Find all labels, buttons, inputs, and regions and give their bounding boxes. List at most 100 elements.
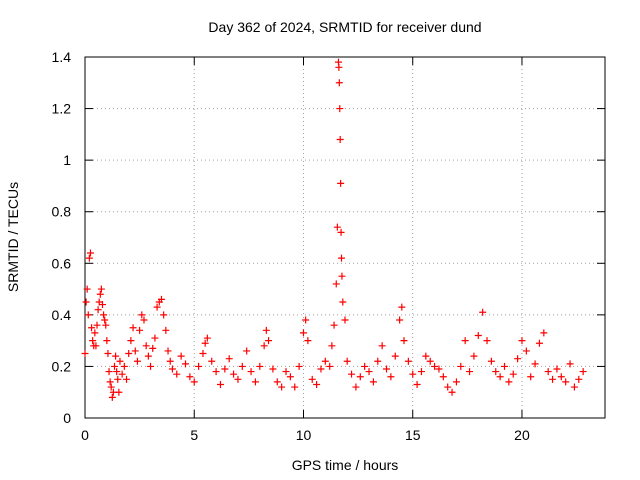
data-point — [120, 362, 128, 370]
x-tick-label: 15 — [405, 427, 421, 443]
data-point — [483, 337, 491, 345]
y-tick-label: 0.4 — [52, 307, 72, 323]
data-point — [108, 393, 116, 401]
data-point — [96, 290, 104, 298]
y-tick-label: 0.2 — [52, 358, 72, 374]
data-point — [149, 344, 157, 352]
y-tick-label: 0.6 — [52, 255, 72, 271]
data-point — [103, 337, 111, 345]
data-point — [247, 368, 255, 376]
data-point — [413, 380, 421, 388]
data-point — [195, 362, 203, 370]
data-point — [212, 368, 220, 376]
data-point — [151, 334, 159, 342]
data-point — [177, 352, 185, 360]
data-point — [365, 368, 373, 376]
data-point — [348, 370, 356, 378]
data-point — [221, 365, 229, 373]
data-point — [514, 355, 522, 363]
data-point — [398, 303, 406, 311]
data-point — [129, 324, 137, 332]
data-point — [106, 378, 114, 386]
data-point — [203, 334, 211, 342]
data-point — [452, 378, 460, 386]
data-point — [91, 329, 99, 337]
y-axis-label: SRMTID / TECUs — [5, 182, 21, 292]
data-point — [208, 357, 216, 365]
data-point — [313, 380, 321, 388]
data-point — [113, 368, 121, 376]
data-point — [466, 368, 474, 376]
data-point — [94, 306, 102, 314]
data-point — [114, 375, 122, 383]
data-point — [496, 373, 504, 381]
data-point — [461, 337, 469, 345]
data-point — [317, 365, 325, 373]
data-point — [335, 79, 343, 87]
data-point — [299, 329, 307, 337]
data-point — [140, 316, 148, 324]
data-point — [404, 357, 412, 365]
data-point — [190, 378, 198, 386]
y-tick-label: 1.4 — [52, 49, 72, 65]
data-point — [535, 339, 543, 347]
data-point — [431, 362, 439, 370]
data-point — [147, 362, 155, 370]
data-point — [186, 373, 194, 381]
data-point — [84, 311, 92, 319]
data-point — [164, 347, 172, 355]
data-point — [439, 373, 447, 381]
data-point — [492, 368, 500, 376]
data-point — [123, 375, 131, 383]
y-tick-label: 0.8 — [52, 204, 72, 220]
data-point — [116, 357, 124, 365]
data-point — [173, 370, 181, 378]
data-point — [142, 342, 150, 350]
data-point — [426, 357, 434, 365]
data-point — [570, 383, 578, 391]
data-point — [400, 337, 408, 345]
data-point — [85, 254, 93, 262]
data-point — [500, 362, 508, 370]
data-point — [553, 365, 561, 373]
data-point — [104, 350, 112, 358]
data-point — [341, 316, 349, 324]
data-point — [338, 272, 346, 280]
plot-frame — [84, 56, 606, 419]
data-point — [243, 347, 251, 355]
y-tick-label: 1 — [63, 152, 71, 168]
data-point — [531, 360, 539, 368]
data-point — [332, 280, 340, 288]
data-point — [230, 370, 238, 378]
data-point — [225, 355, 233, 363]
data-point — [330, 321, 338, 329]
data-point — [286, 373, 294, 381]
data-point — [182, 360, 190, 368]
data-point — [333, 223, 341, 231]
data-point — [153, 303, 161, 311]
data-point — [396, 316, 404, 324]
data-point — [343, 357, 351, 365]
data-point — [238, 362, 246, 370]
data-point — [374, 357, 382, 365]
data-point — [378, 342, 386, 350]
data-point — [166, 357, 174, 365]
data-point — [369, 378, 377, 386]
data-point — [295, 362, 303, 370]
data-point — [81, 350, 89, 358]
data-point — [144, 352, 152, 360]
data-point — [387, 373, 395, 381]
x-tick-label: 10 — [296, 427, 312, 443]
data-point — [474, 331, 482, 339]
data-point — [337, 179, 345, 187]
data-point — [269, 365, 277, 373]
data-point — [417, 368, 425, 376]
data-point — [579, 368, 587, 376]
data-point — [326, 362, 334, 370]
data-point — [470, 352, 478, 360]
data-point — [262, 326, 270, 334]
data-point — [101, 316, 109, 324]
data-point — [92, 342, 100, 350]
data-point — [444, 383, 452, 391]
